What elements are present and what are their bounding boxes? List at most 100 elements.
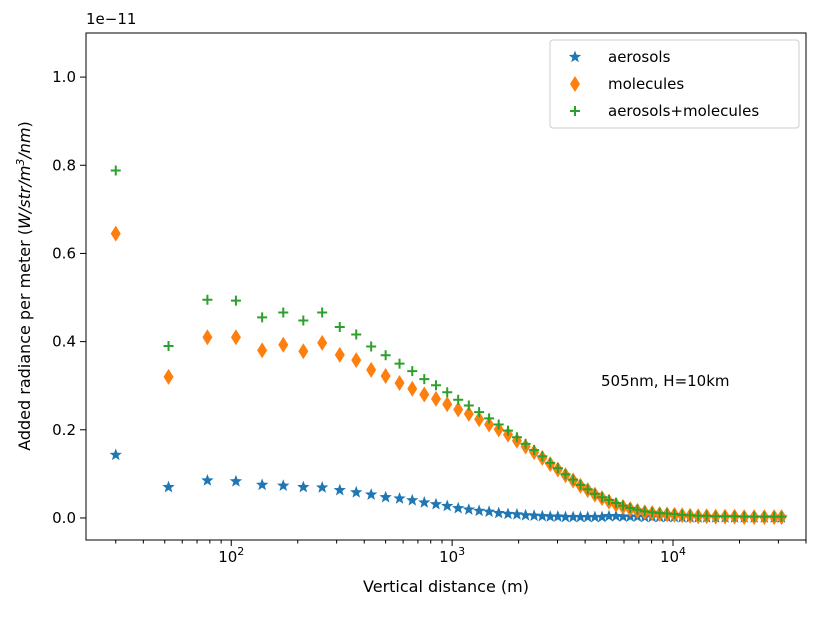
data-point	[625, 502, 636, 513]
annotation-text: 505nm, H=10km	[601, 372, 730, 390]
data-point	[334, 322, 345, 333]
data-point	[581, 510, 594, 523]
data-point	[278, 307, 289, 318]
data-point	[474, 411, 485, 428]
data-point	[463, 400, 474, 411]
data-point	[484, 413, 495, 424]
data-point	[317, 334, 328, 351]
data-point	[618, 500, 629, 511]
data-point	[366, 361, 377, 378]
legend-label: aerosols	[608, 48, 671, 66]
data-point	[568, 474, 579, 485]
data-point	[510, 507, 524, 520]
data-point	[588, 510, 602, 523]
data-point	[701, 510, 712, 521]
data-point	[720, 511, 731, 522]
legend-label: molecules	[608, 75, 684, 93]
data-point	[574, 510, 587, 523]
data-layer	[109, 165, 788, 526]
y-tick-label: 0.8	[52, 156, 76, 174]
data-point	[552, 463, 563, 474]
data-point	[559, 510, 572, 523]
data-point	[442, 396, 453, 413]
legend-box	[549, 39, 800, 129]
data-point	[278, 336, 289, 353]
data-point	[229, 474, 243, 487]
axes-layer: 0.0 0.2 0.4 0.6 0.8 1.0 102 103 104	[52, 68, 807, 566]
y-tick-label: 0.0	[52, 509, 76, 527]
data-point	[492, 506, 505, 519]
data-point	[429, 497, 443, 510]
data-point	[566, 510, 580, 523]
data-point	[109, 448, 122, 461]
data-point	[501, 507, 515, 520]
x-axis-label: Vertical distance (m)	[363, 577, 529, 596]
data-point	[257, 312, 268, 323]
data-point	[739, 511, 750, 522]
data-point	[163, 368, 174, 385]
data-point	[519, 508, 532, 521]
data-point	[582, 484, 593, 495]
data-point	[595, 510, 609, 523]
y-tick-label: 1.0	[52, 68, 76, 86]
data-point	[379, 490, 392, 503]
data-point	[511, 432, 522, 443]
data-point	[430, 390, 441, 407]
data-point	[441, 499, 454, 512]
y-tick-label: 0.6	[52, 244, 76, 262]
data-point	[255, 478, 269, 491]
data-point	[202, 329, 213, 346]
plot-frame	[85, 32, 807, 541]
data-point	[163, 341, 174, 352]
data-point	[257, 342, 268, 359]
data-point	[502, 425, 513, 436]
data-point	[351, 352, 362, 369]
y-tick-label: 0.4	[52, 333, 76, 351]
data-point	[484, 416, 495, 433]
data-point	[611, 497, 622, 508]
legend-marker	[570, 76, 580, 92]
x-tick-label: 104	[660, 545, 686, 566]
data-point	[334, 346, 345, 363]
x-tick-label: 103	[439, 545, 465, 566]
data-point	[393, 492, 406, 504]
data-point	[575, 479, 586, 490]
data-point	[749, 511, 760, 522]
data-point	[537, 451, 548, 462]
data-point	[298, 343, 309, 360]
data-point	[527, 509, 541, 522]
y-axis-label-math: W/str/m	[15, 166, 34, 229]
data-point	[351, 329, 362, 340]
data-point	[474, 407, 485, 418]
y-axis-label-main: Added radiance per meter (	[15, 229, 34, 451]
data-point	[616, 510, 630, 522]
data-point	[380, 367, 391, 384]
data-point	[482, 505, 496, 518]
data-point	[297, 480, 310, 493]
data-point	[442, 387, 453, 398]
data-point	[729, 511, 740, 522]
data-point	[364, 488, 378, 500]
data-point	[529, 445, 540, 456]
data-point	[759, 511, 770, 522]
data-point	[110, 165, 121, 176]
legend-marker	[568, 50, 582, 63]
y-axis-label-exp: 3	[14, 159, 27, 166]
data-point	[589, 488, 600, 499]
data-point	[230, 329, 241, 346]
legend-entries: aerosols molecules aerosols+molecules	[568, 48, 759, 120]
data-point	[394, 358, 405, 369]
data-point	[603, 494, 614, 505]
y-axis-label-close: )	[15, 121, 34, 127]
series-aerosols-molecules	[110, 165, 787, 522]
data-point	[453, 401, 464, 418]
data-point	[277, 479, 290, 492]
data-point	[609, 509, 623, 522]
legend: aerosols molecules aerosols+molecules	[549, 39, 800, 129]
y-axis-label: Added radiance per meter (W/str/m3/nm)	[14, 121, 34, 451]
data-point	[493, 419, 504, 430]
data-point	[551, 510, 565, 522]
data-point	[406, 493, 419, 506]
data-point	[350, 485, 363, 498]
